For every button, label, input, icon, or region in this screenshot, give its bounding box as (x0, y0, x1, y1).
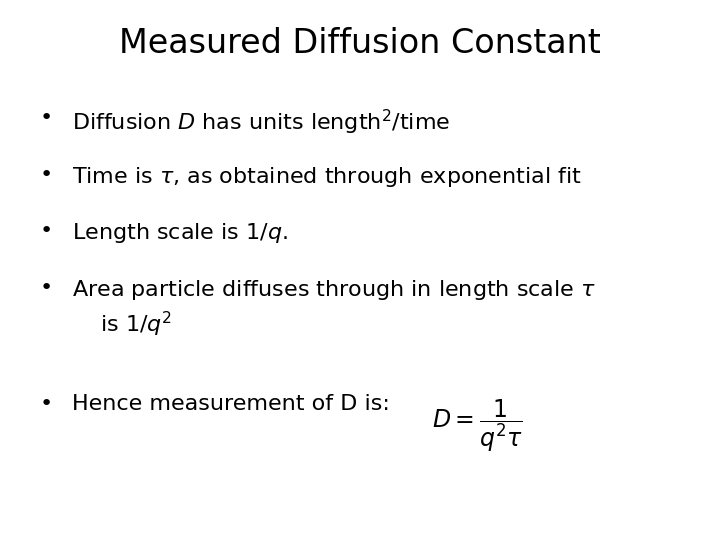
Text: •: • (40, 278, 53, 298)
Text: •: • (40, 221, 53, 241)
Text: Hence measurement of D is:: Hence measurement of D is: (72, 394, 390, 414)
Text: •: • (40, 394, 53, 414)
Text: Area particle diffuses through in length scale $\tau$
    is 1/$\mathit{q}$$^2$: Area particle diffuses through in length… (72, 278, 596, 339)
Text: Time is $\tau$, as obtained through exponential fit: Time is $\tau$, as obtained through expo… (72, 165, 582, 188)
Text: Diffusion $\mathit{D}$ has units length$^2$/time: Diffusion $\mathit{D}$ has units length$… (72, 108, 450, 137)
Text: •: • (40, 165, 53, 185)
Text: Measured Diffusion Constant: Measured Diffusion Constant (119, 27, 601, 60)
Text: $D=\dfrac{1}{q^2\tau}$: $D=\dfrac{1}{q^2\tau}$ (432, 397, 523, 454)
Text: •: • (40, 108, 53, 128)
Text: Length scale is 1/$\mathit{q}$.: Length scale is 1/$\mathit{q}$. (72, 221, 288, 245)
